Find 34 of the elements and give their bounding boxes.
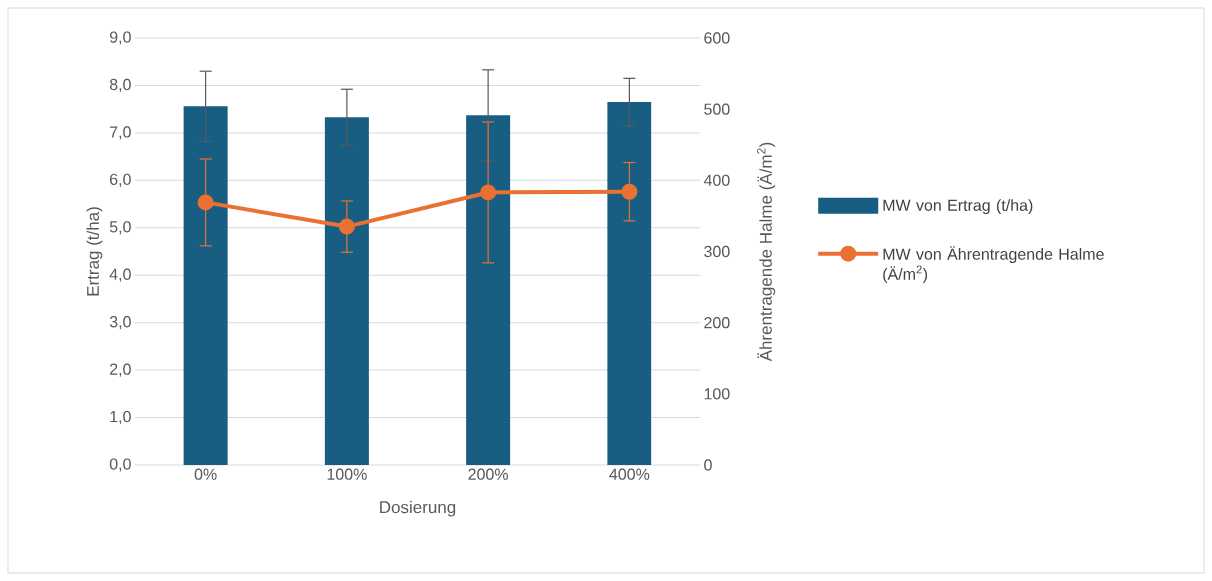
- bar: [607, 102, 652, 465]
- point: [338, 218, 355, 235]
- y2-tick-label: 300: [704, 245, 730, 258]
- x-tick-label: 200%: [468, 468, 509, 480]
- y-tick-label: 0,0: [109, 458, 131, 472]
- y2-axis-title: Ährentragende Halme (Ä/m$^{2}$): [757, 142, 776, 362]
- x-tick-label: 0%: [194, 468, 217, 480]
- y-tick-label: 7,0: [110, 126, 131, 140]
- y-axis-title: Ertrag (t/ha): [86, 207, 103, 296]
- y-tick-label: 5,0: [109, 221, 131, 235]
- x-axis-title: Dosierung: [380, 500, 456, 517]
- y-tick-label: 9,0: [109, 31, 131, 45]
- y2-tick-label: 600: [704, 32, 730, 44]
- y-tick-label: 3,0: [109, 316, 131, 330]
- point: [197, 194, 214, 211]
- y2-tick-label: 500: [704, 103, 730, 115]
- y-tick-label: 8,0: [109, 78, 131, 93]
- x-tick-label: 400%: [609, 468, 650, 480]
- y-tick-label: 2,0: [110, 363, 131, 377]
- y2-tick-label: 0: [704, 459, 712, 471]
- point: [621, 183, 638, 200]
- y2-tick-label: 200: [704, 317, 730, 329]
- y-tick-label: 6,0: [110, 173, 131, 187]
- y-tick-label: 4,0: [109, 268, 131, 282]
- y2-tick-label: 400: [703, 174, 730, 186]
- bar: [324, 117, 369, 465]
- y2-tick-label: 100: [704, 388, 730, 400]
- legend-label: MW von Ertrag (t/ha): [883, 199, 1033, 215]
- legend-label: MW von Ährentragende Halme (Ä/m$^{2}$): [883, 246, 1104, 283]
- y-tick-label: 1,0: [110, 410, 131, 425]
- bar: [466, 115, 511, 465]
- bar: [183, 106, 228, 465]
- x-tick-label: 100%: [327, 468, 367, 480]
- point: [480, 184, 497, 201]
